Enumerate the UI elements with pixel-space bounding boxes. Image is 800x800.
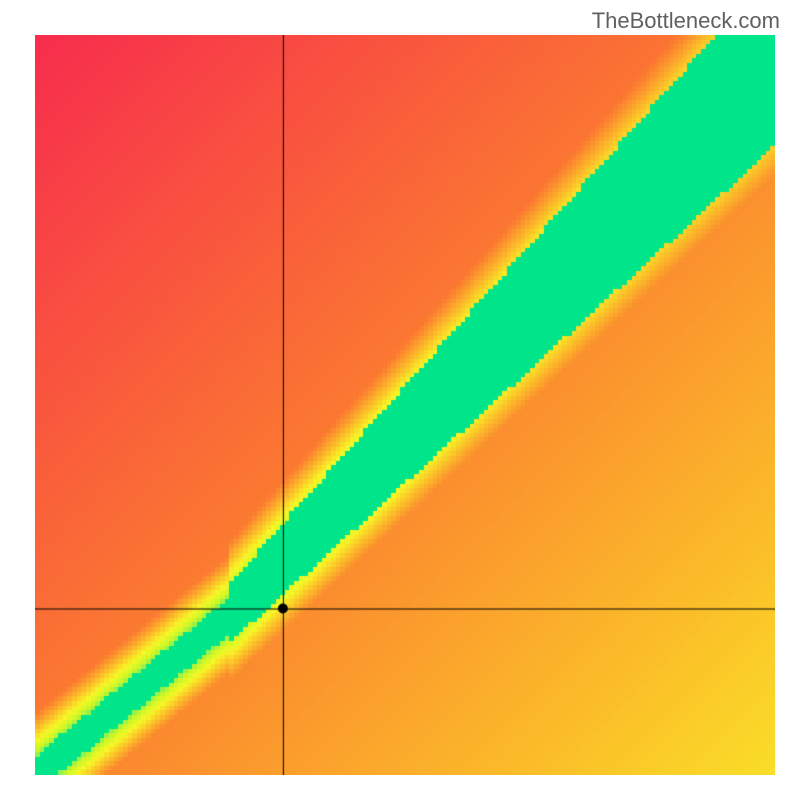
bottleneck-heatmap xyxy=(35,35,775,775)
heatmap-canvas xyxy=(35,35,775,775)
watermark-text: TheBottleneck.com xyxy=(592,8,780,34)
